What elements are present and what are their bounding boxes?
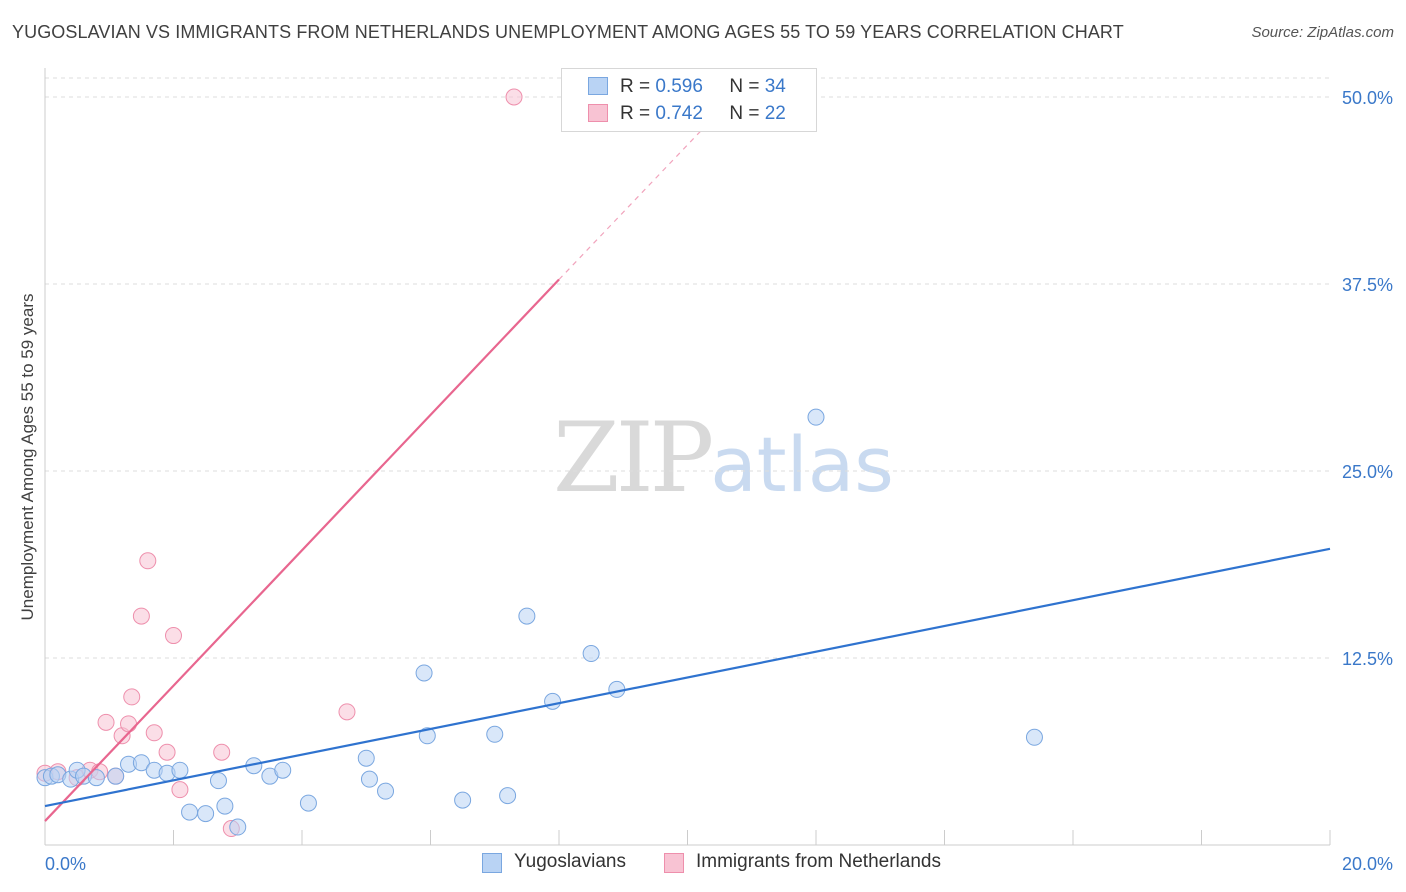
point-netherlands: [505, 88, 523, 106]
point-yugoslavians: [415, 664, 433, 682]
point-yugoslavians: [454, 791, 472, 809]
point-yugoslavians: [87, 769, 105, 787]
watermark-atlas: atlas: [710, 420, 894, 509]
point-netherlands: [213, 743, 231, 761]
point-yugoslavians: [357, 749, 375, 767]
legend-text-yugoslavians: R = 0.596 N = 34: [620, 76, 786, 98]
y-tick-label: 37.5%: [1342, 275, 1393, 295]
point-netherlands: [132, 607, 150, 625]
point-yugoslavians: [132, 754, 150, 772]
bottom-legend-swatch-pink: [664, 853, 684, 873]
point-netherlands: [158, 743, 176, 761]
point-netherlands: [120, 715, 138, 733]
legend-text-netherlands: R = 0.742 N = 22: [620, 103, 786, 125]
point-yugoslavians: [107, 767, 125, 785]
legend-swatch-blue: [588, 77, 608, 95]
y-tick-label: 25.0%: [1342, 462, 1393, 482]
point-yugoslavians: [807, 408, 825, 426]
point-yugoslavians: [518, 607, 536, 625]
r-value: 0.742: [655, 103, 703, 124]
n-label: N =: [729, 103, 760, 124]
point-netherlands: [145, 724, 163, 742]
correlation-legend: R = 0.596 N = 34 R = 0.742 N = 22: [561, 68, 817, 132]
x-tick-label-max: 20.0%: [1342, 854, 1393, 874]
point-netherlands: [338, 703, 356, 721]
point-yugoslavians: [181, 803, 199, 821]
trend-line-netherlands-extension: [558, 130, 701, 280]
point-yugoslavians: [229, 818, 247, 836]
point-yugoslavians: [197, 805, 215, 823]
legend-swatch-pink: [588, 104, 608, 122]
r-value: 0.596: [655, 76, 703, 97]
point-yugoslavians: [377, 782, 395, 800]
point-yugoslavians: [209, 772, 227, 790]
y-axis-label: Unemployment Among Ages 55 to 59 years: [18, 293, 37, 621]
y-tick-label: 50.0%: [1342, 88, 1393, 108]
point-yugoslavians: [299, 794, 317, 812]
n-value: 22: [764, 103, 786, 124]
trend-line-netherlands: [44, 278, 560, 822]
watermark: ZIPatlas: [553, 402, 894, 514]
x-tick-label-min: 0.0%: [45, 854, 86, 874]
point-yugoslavians: [544, 692, 562, 710]
point-yugoslavians: [360, 770, 378, 788]
bottom-legend-swatch-blue: [482, 853, 502, 873]
point-netherlands: [171, 781, 189, 799]
point-yugoslavians: [486, 725, 504, 743]
point-netherlands: [165, 627, 182, 645]
point-yugoslavians: [1025, 728, 1043, 746]
point-netherlands: [139, 552, 157, 570]
point-yugoslavians: [171, 761, 189, 779]
point-yugoslavians: [274, 761, 292, 779]
point-yugoslavians: [499, 787, 517, 805]
n-value: 34: [764, 76, 786, 97]
point-yugoslavians: [582, 645, 600, 663]
bottom-legend-label: Yugoslavians: [514, 851, 626, 872]
trend-line-yugoslavians: [44, 547, 1331, 808]
y-tick-label: 12.5%: [1342, 649, 1393, 669]
point-yugoslavians: [216, 797, 234, 815]
bottom-legend-label: Immigrants from Netherlands: [696, 851, 941, 872]
n-label: N =: [729, 76, 760, 97]
point-yugoslavians: [418, 727, 436, 745]
r-label: R =: [620, 76, 651, 97]
point-netherlands: [123, 688, 141, 706]
chart-title: YUGOSLAVIAN VS IMMIGRANTS FROM NETHERLAN…: [12, 22, 1124, 42]
watermark-zip: ZIP: [553, 402, 714, 514]
r-label: R =: [620, 103, 651, 124]
source-credit: Source: ZipAtlas.com: [1251, 24, 1394, 41]
point-netherlands: [97, 713, 115, 731]
